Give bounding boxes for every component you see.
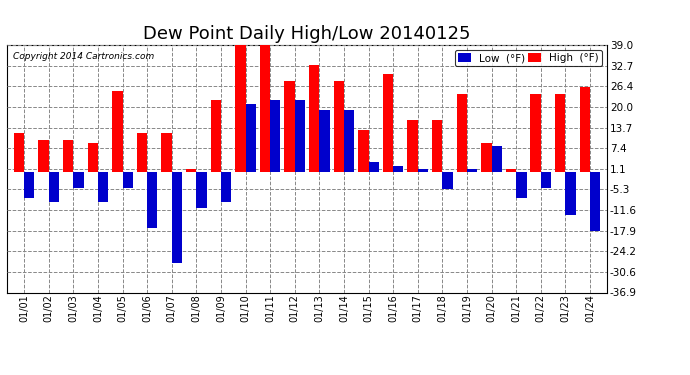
Bar [506,169,516,172]
Bar [221,172,231,201]
Bar [590,172,600,231]
Bar [344,110,354,172]
Bar [481,143,491,172]
Bar [442,172,453,189]
Text: Copyright 2014 Cartronics.com: Copyright 2014 Cartronics.com [13,53,154,62]
Title: Dew Point Daily High/Low 20140125: Dew Point Daily High/Low 20140125 [144,26,471,44]
Bar [319,110,330,172]
Bar [383,74,393,172]
Bar [137,133,147,172]
Bar [235,45,246,172]
Bar [295,100,305,172]
Bar [24,172,34,198]
Bar [197,172,207,208]
Bar [531,94,541,172]
Bar [284,81,295,172]
Bar [73,172,83,189]
Bar [147,172,157,228]
Bar [49,172,59,201]
Bar [467,169,477,172]
Bar [246,104,256,172]
Bar [368,162,379,172]
Bar [457,94,467,172]
Bar [123,172,133,189]
Bar [270,100,280,172]
Bar [407,120,417,172]
Bar [580,87,590,172]
Bar [63,140,73,172]
Bar [14,133,24,172]
Bar [432,120,442,172]
Bar [541,172,551,189]
Bar [172,172,182,264]
Bar [210,100,221,172]
Bar [309,64,319,172]
Bar [186,169,197,172]
Bar [334,81,344,172]
Bar [516,172,526,198]
Bar [565,172,575,214]
Bar [393,166,404,172]
Bar [161,133,172,172]
Bar [112,91,123,172]
Bar [491,146,502,172]
Bar [88,143,98,172]
Bar [555,94,565,172]
Bar [39,140,49,172]
Bar [260,45,270,172]
Bar [98,172,108,201]
Legend: Low  (°F), High  (°F): Low (°F), High (°F) [455,50,602,66]
Bar [358,130,368,172]
Bar [417,169,428,172]
